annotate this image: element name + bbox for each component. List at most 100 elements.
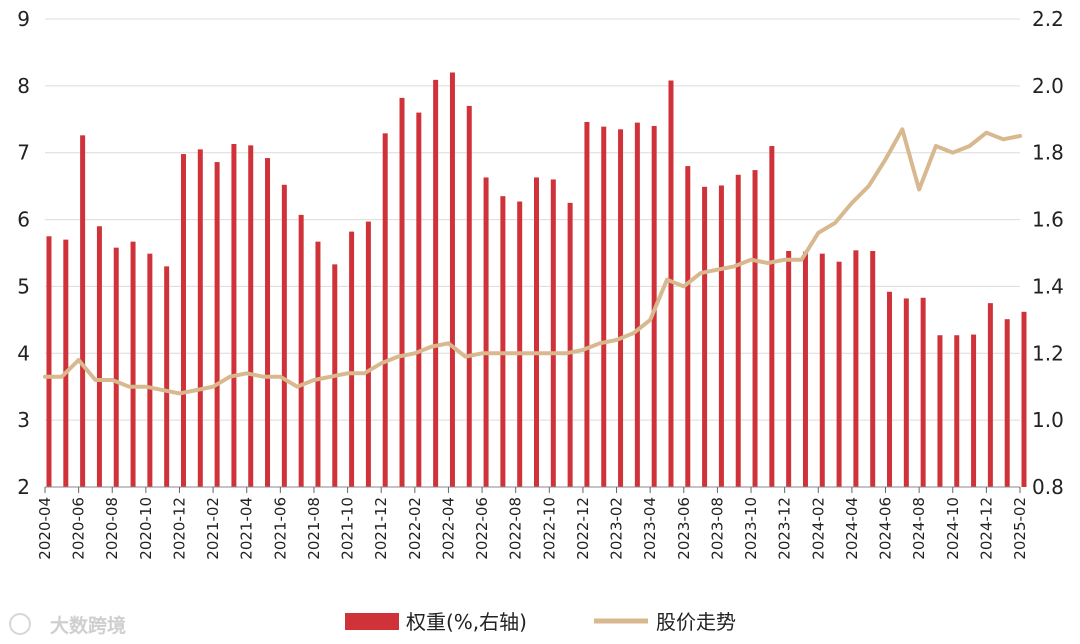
x-tick-label: 2023-04 xyxy=(641,497,659,560)
watermark-logo-icon xyxy=(9,613,31,635)
bar xyxy=(96,226,102,487)
bar xyxy=(752,170,758,487)
x-tick-label: 2023-06 xyxy=(675,497,693,560)
bar xyxy=(769,146,775,487)
bar xyxy=(433,79,439,487)
bar xyxy=(1004,319,1010,487)
bar xyxy=(349,231,355,487)
right-y-axis-ticks: 0.8 1.0 1.2 1.4 1.6 1.8 2.0 2.2 xyxy=(1032,7,1064,499)
x-tick-label: 2022-02 xyxy=(406,497,424,560)
x-tick-label: 2022-10 xyxy=(540,497,558,560)
watermark-text: 大数跨境 xyxy=(50,614,126,637)
line-series xyxy=(43,127,1022,396)
bar xyxy=(365,221,371,487)
bar xyxy=(197,149,203,487)
bar xyxy=(416,112,422,487)
bar xyxy=(500,196,506,487)
x-tick-label: 2022-12 xyxy=(574,497,592,560)
bar xyxy=(887,291,893,487)
bar xyxy=(668,80,674,487)
bar xyxy=(786,250,792,487)
bar xyxy=(971,334,977,487)
bar xyxy=(214,162,220,487)
x-tick-label: 2023-02 xyxy=(608,497,626,560)
x-tick-label: 2021-10 xyxy=(339,497,357,560)
right-y-tick-label: 1.6 xyxy=(1032,208,1064,232)
bar xyxy=(180,154,186,487)
bar xyxy=(685,166,691,488)
x-tick-label: 2021-06 xyxy=(271,497,289,560)
bar-series xyxy=(46,72,1027,488)
x-tick-label: 2024-04 xyxy=(843,497,861,560)
legend-bar-swatch xyxy=(345,613,399,630)
bar xyxy=(281,184,287,487)
x-tick-label: 2022-08 xyxy=(507,497,525,560)
x-tick-label: 2020-08 xyxy=(103,497,121,560)
bar xyxy=(382,133,388,487)
bar xyxy=(46,236,52,487)
bar xyxy=(1021,311,1027,487)
x-tick-label: 2024-12 xyxy=(977,497,995,560)
bar xyxy=(231,144,237,487)
gridlines xyxy=(45,18,1020,421)
bar xyxy=(567,202,573,487)
bar xyxy=(113,247,119,487)
bar xyxy=(601,126,607,487)
left-y-tick-label: 4 xyxy=(17,341,30,365)
x-tick-label: 2021-08 xyxy=(305,497,323,560)
left-y-tick-label: 9 xyxy=(17,7,30,31)
bar xyxy=(315,241,321,487)
legend: 权重(%,右轴) 股价走势 xyxy=(345,610,736,634)
bar xyxy=(584,121,590,488)
x-tick-label: 2024-06 xyxy=(877,497,895,560)
bar xyxy=(836,261,842,487)
left-y-tick-label: 5 xyxy=(17,274,30,298)
bar xyxy=(483,177,489,488)
bar xyxy=(399,97,405,488)
bar xyxy=(618,129,624,488)
bar xyxy=(819,253,825,487)
x-tick-label: 2023-10 xyxy=(742,497,760,560)
x-tick-label: 2021-02 xyxy=(204,497,222,560)
bar xyxy=(517,201,523,487)
x-tick-label: 2020-12 xyxy=(170,497,188,560)
bar xyxy=(870,250,876,487)
legend-line-label: 股价走势 xyxy=(656,610,736,634)
bar xyxy=(920,297,926,487)
bar xyxy=(248,145,254,488)
bar xyxy=(987,303,993,487)
bar xyxy=(937,335,943,487)
right-y-tick-label: 2.2 xyxy=(1032,7,1064,31)
bar xyxy=(63,239,69,487)
bar xyxy=(298,214,304,488)
x-tick-label: 2024-02 xyxy=(809,497,827,560)
bar xyxy=(466,105,472,488)
right-y-tick-label: 2.0 xyxy=(1032,74,1064,98)
bar xyxy=(634,122,640,487)
price-line xyxy=(43,127,1022,396)
bar xyxy=(130,241,136,487)
left-y-tick-label: 2 xyxy=(17,475,30,499)
x-tick-label: 2024-08 xyxy=(910,497,928,560)
bar xyxy=(702,186,708,487)
x-tick-label: 2022-06 xyxy=(473,497,491,560)
bar xyxy=(954,335,960,487)
right-y-tick-label: 1.4 xyxy=(1032,274,1064,298)
bar xyxy=(164,266,170,487)
bar xyxy=(853,250,859,487)
x-axis-ticks: 2020-04 2020-06 2020-08 2020-10 2020-12 2021-… xyxy=(36,487,1029,560)
x-tick-label: 2023-12 xyxy=(776,497,794,560)
bar xyxy=(80,135,86,487)
left-y-axis-ticks: 2 3 4 5 6 7 8 9 xyxy=(17,7,30,499)
bar xyxy=(449,72,455,487)
x-tick-label: 2025-02 xyxy=(1011,497,1029,560)
bar xyxy=(534,177,539,488)
x-tick-label: 2024-10 xyxy=(944,497,962,560)
bar xyxy=(802,251,808,487)
left-y-tick-label: 6 xyxy=(17,208,30,232)
right-y-tick-label: 1.2 xyxy=(1032,341,1064,365)
right-y-tick-label: 1.0 xyxy=(1032,408,1064,432)
bar xyxy=(550,179,556,487)
x-tick-label: 2023-08 xyxy=(708,497,726,560)
